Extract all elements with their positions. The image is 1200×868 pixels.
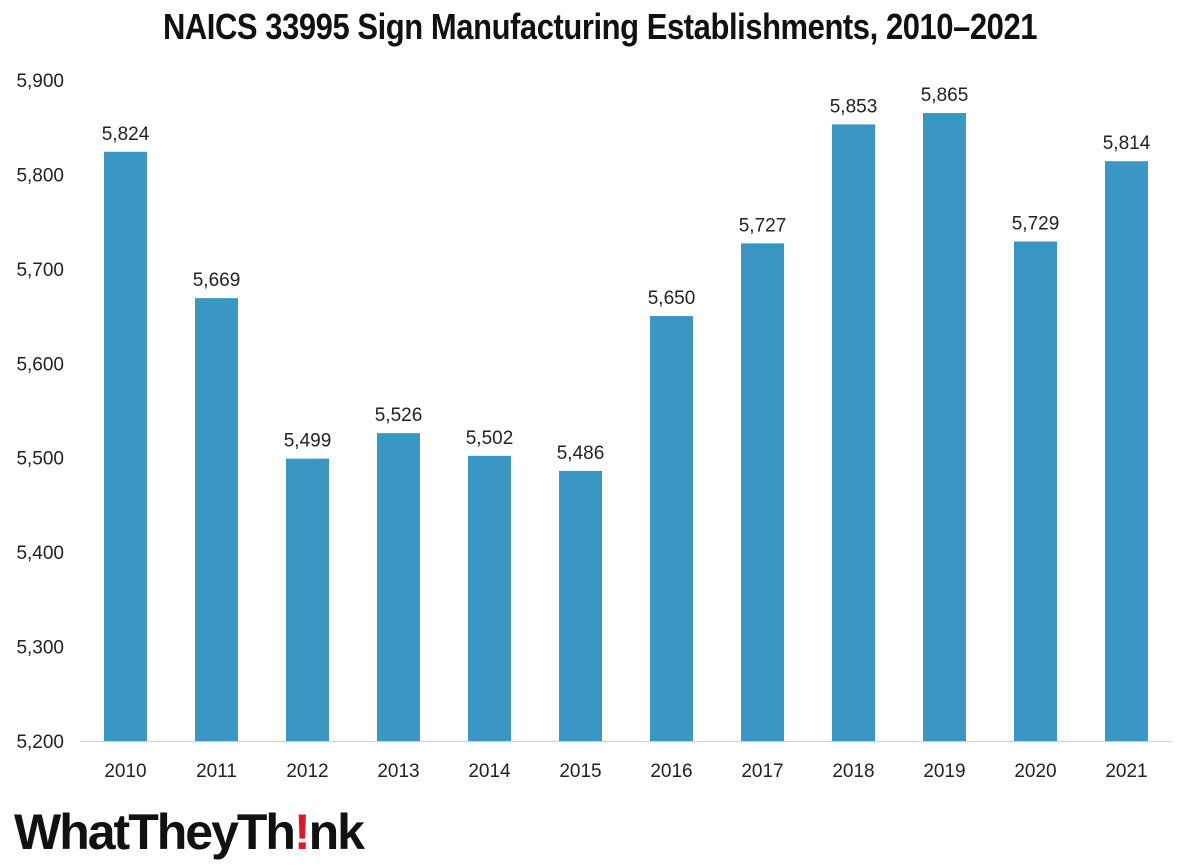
x-tick-label: 2010 xyxy=(104,761,146,782)
x-tick-label: 2021 xyxy=(1105,761,1147,782)
y-tick-label: 5,600 xyxy=(16,354,64,375)
bar xyxy=(468,455,511,741)
data-label: 5,669 xyxy=(193,270,241,291)
x-tick-label: 2015 xyxy=(559,761,601,782)
data-label: 5,526 xyxy=(375,405,423,426)
x-tick-label: 2016 xyxy=(650,761,692,782)
data-label: 5,502 xyxy=(466,428,514,449)
x-tick-label: 2019 xyxy=(923,761,965,782)
bar xyxy=(741,243,784,741)
data-label: 5,865 xyxy=(921,85,969,106)
bar xyxy=(832,124,875,742)
bar xyxy=(286,458,329,741)
y-tick-label: 5,800 xyxy=(16,165,64,186)
whattheythink-logo: WhatTheyTh!nk xyxy=(14,800,365,864)
bar xyxy=(1014,241,1057,742)
y-tick-label: 5,200 xyxy=(16,732,64,753)
x-tick-label: 2012 xyxy=(286,761,328,782)
data-label: 5,814 xyxy=(1103,133,1151,154)
bar xyxy=(195,298,238,741)
data-label: 5,486 xyxy=(557,443,605,464)
data-labels: 5,824 5,669 5,499 5,526 5,502 5,486 5,650 5,727… xyxy=(102,85,1151,464)
logo-exclamation: ! xyxy=(293,804,311,860)
data-label: 5,650 xyxy=(648,288,696,309)
data-label: 5,499 xyxy=(284,431,332,452)
bar xyxy=(923,113,966,742)
x-tick-label: 2011 xyxy=(196,761,237,782)
bar xyxy=(559,470,602,741)
data-label: 5,853 xyxy=(830,96,878,117)
x-axis: 2010 2011 2012 2013 2014 2015 2016 2017 2018 2019… xyxy=(80,741,1172,782)
y-tick-label: 5,900 xyxy=(16,71,64,92)
bar xyxy=(377,433,420,741)
bar xyxy=(650,316,693,741)
bars xyxy=(104,113,1148,742)
bar xyxy=(104,151,147,741)
x-tick-label: 2017 xyxy=(741,761,783,782)
bar xyxy=(1105,161,1148,742)
x-tick-label: 2014 xyxy=(468,761,511,782)
data-label: 5,729 xyxy=(1012,213,1060,234)
data-label: 5,824 xyxy=(102,124,150,145)
data-label: 5,727 xyxy=(739,215,787,236)
logo-text-start: WhatTheyTh xyxy=(14,804,296,860)
logo-text-end: nk xyxy=(308,804,365,860)
y-tick-label: 5,300 xyxy=(16,638,64,659)
y-tick-label: 5,500 xyxy=(16,449,64,470)
y-axis: 5,200 5,300 5,400 5,500 5,600 5,700 5,800 5,900 xyxy=(16,71,64,753)
chart-title: NAICS 33995 Sign Manufacturing Establish… xyxy=(162,6,1038,47)
x-tick-label: 2020 xyxy=(1014,761,1056,782)
bar-chart: 5,200 5,300 5,400 5,500 5,600 5,700 5,800 5,900… xyxy=(16,71,1172,782)
x-tick-label: 2013 xyxy=(377,761,419,782)
x-tick-label: 2018 xyxy=(832,761,874,782)
y-tick-label: 5,400 xyxy=(16,543,64,564)
y-tick-label: 5,700 xyxy=(16,260,64,281)
